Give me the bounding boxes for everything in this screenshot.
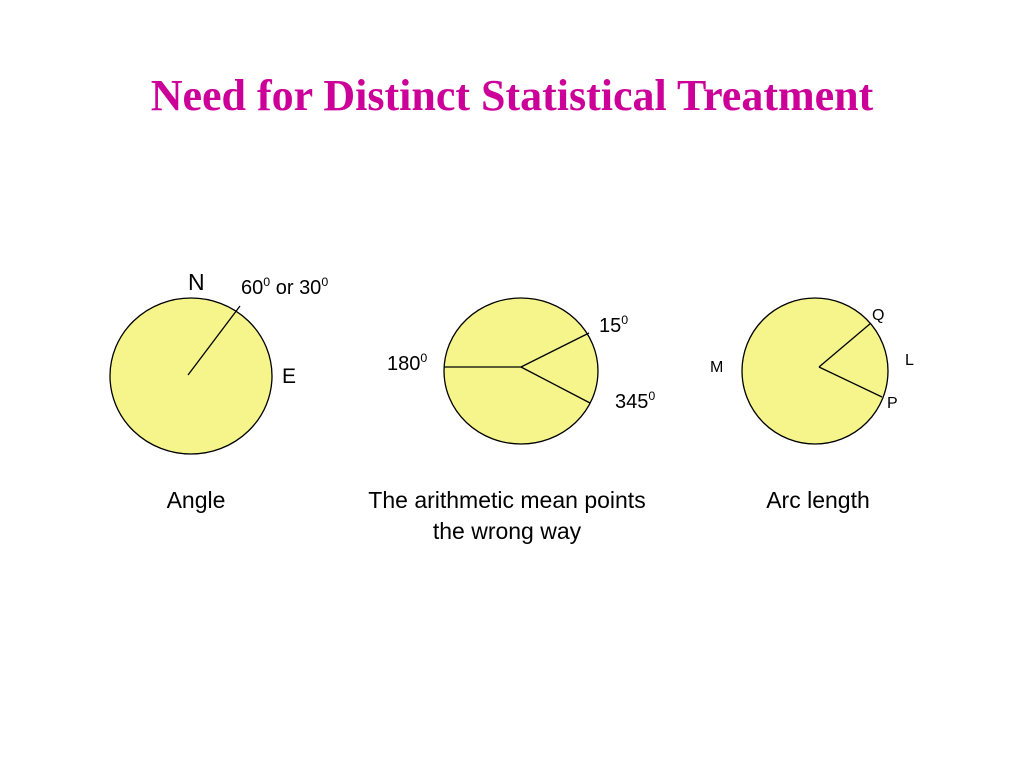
label-180-degrees: 1800 xyxy=(387,351,428,375)
arc-circle xyxy=(741,297,889,445)
mean-caption-line1: The arithmetic mean points xyxy=(368,487,646,513)
mean-panel xyxy=(443,297,599,445)
angle-joiner: or xyxy=(270,277,300,299)
angle-value-label: 600 or 300 xyxy=(241,275,329,299)
point-q-label: Q xyxy=(872,307,885,324)
ray-15 xyxy=(520,332,590,368)
angle-value-b: 30 xyxy=(299,277,322,299)
label-180-degree: 0 xyxy=(420,351,428,365)
angle-value-a: 60 xyxy=(241,277,264,299)
east-label: E xyxy=(282,365,297,388)
ray-345 xyxy=(520,366,591,404)
label-15-degree: 0 xyxy=(621,313,629,327)
mean-caption-line2: the wrong way xyxy=(432,518,582,544)
point-m-label: M xyxy=(710,359,724,376)
ray-p xyxy=(818,366,883,398)
north-label: N xyxy=(188,269,205,295)
page-title: Need for Distinct Statistical Treatment xyxy=(150,71,874,120)
label-345-degrees: 3450 xyxy=(615,389,656,413)
point-l-label: L xyxy=(905,352,914,369)
label-15-degrees: 150 xyxy=(599,313,629,337)
angle-value-b-degree: 0 xyxy=(321,275,329,289)
point-p-label: P xyxy=(887,395,898,412)
angle-caption: Angle xyxy=(166,487,226,513)
angle-panel xyxy=(109,297,273,455)
label-345-degree: 0 xyxy=(648,389,656,403)
angle-ray xyxy=(187,305,241,376)
arc-panel xyxy=(741,297,889,445)
label-15-value: 15 xyxy=(599,315,622,337)
angle-value-a-degree: 0 xyxy=(263,275,271,289)
label-180-value: 180 xyxy=(387,353,421,375)
ray-q xyxy=(818,322,872,368)
mean-circle xyxy=(443,297,599,445)
label-345-value: 345 xyxy=(615,391,649,413)
arc-caption: Arc length xyxy=(766,487,870,513)
angle-circle xyxy=(109,297,273,455)
mean-caption: The arithmetic mean points the wrong way xyxy=(327,485,687,547)
